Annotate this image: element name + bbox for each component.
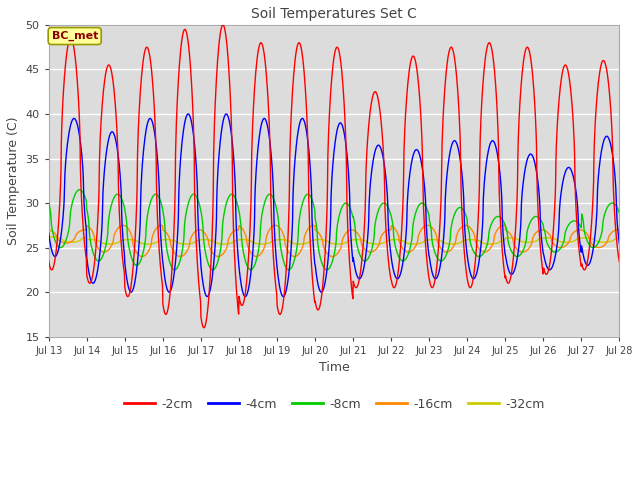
- Legend: -2cm, -4cm, -8cm, -16cm, -32cm: -2cm, -4cm, -8cm, -16cm, -32cm: [118, 393, 550, 416]
- X-axis label: Time: Time: [319, 361, 349, 374]
- Title: Soil Temperatures Set C: Soil Temperatures Set C: [251, 7, 417, 21]
- Y-axis label: Soil Temperature (C): Soil Temperature (C): [7, 117, 20, 245]
- Text: BC_met: BC_met: [51, 31, 98, 41]
